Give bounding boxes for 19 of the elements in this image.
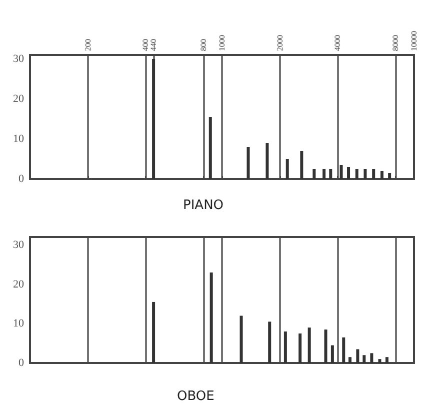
- x-tick-label: 800: [198, 39, 208, 51]
- x-tick-label: 200: [83, 39, 92, 51]
- y-tick-label: 0: [18, 173, 24, 185]
- x-tick-label: 10000: [410, 31, 418, 51]
- x-tick-label: 400: [141, 39, 150, 51]
- x-tick-label: 2000: [275, 35, 284, 51]
- x-tick-label: 1000: [218, 35, 226, 51]
- y-tick-label: 30: [13, 238, 24, 251]
- y-tick-label: 20: [13, 93, 24, 105]
- y-tick-label: 20: [13, 278, 24, 290]
- x-tick-label: 440: [149, 39, 158, 51]
- text: PIANO: [183, 198, 224, 213]
- y-tick-label: 30: [13, 53, 24, 65]
- x-tick-label: 4000: [333, 35, 342, 51]
- y-tick-label: 0: [18, 357, 24, 369]
- y-tick-label: 10: [13, 318, 24, 330]
- x-tick-label: 8000: [390, 35, 400, 51]
- y-tick-label: 10: [13, 133, 24, 145]
- text: OBOE: [177, 389, 214, 403]
